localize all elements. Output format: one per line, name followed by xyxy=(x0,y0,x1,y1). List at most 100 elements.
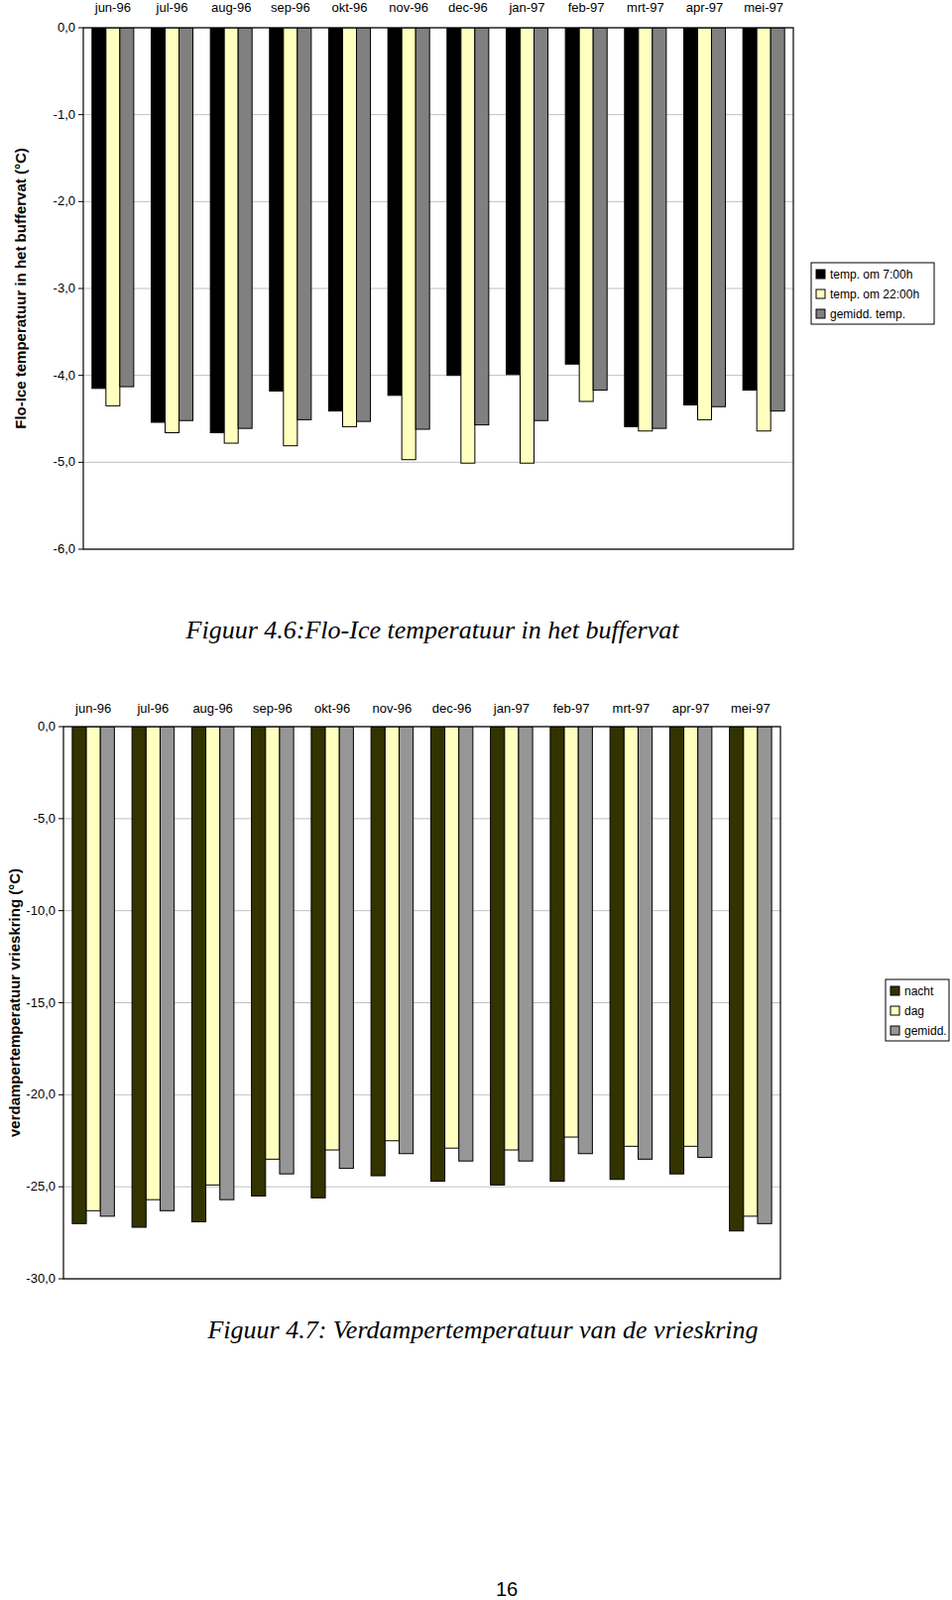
bar xyxy=(131,726,146,1228)
tick-mark xyxy=(58,1002,64,1004)
bar xyxy=(119,27,134,387)
bar xyxy=(100,726,115,1217)
tick-label: -3,0 xyxy=(53,280,76,296)
tick-mark xyxy=(58,818,64,820)
legend-label: dag xyxy=(904,1004,925,1019)
bar xyxy=(519,27,534,464)
tick-label: -20,0 xyxy=(25,1086,56,1102)
page-number: 16 xyxy=(495,1578,518,1600)
tick-mark xyxy=(78,114,84,116)
bar xyxy=(623,726,638,1147)
tick-mark xyxy=(78,288,84,290)
bar xyxy=(756,27,771,432)
category-label: nov-96 xyxy=(372,701,413,716)
bar xyxy=(504,726,519,1151)
category-label: okt-96 xyxy=(314,701,351,716)
legend-swatch xyxy=(816,309,826,319)
tick-mark xyxy=(78,462,84,464)
legend-label: temp. om 22:00h xyxy=(830,287,920,302)
bar xyxy=(86,726,101,1211)
legend-swatch xyxy=(816,289,826,299)
bar xyxy=(459,726,474,1162)
bar xyxy=(92,27,107,389)
bar xyxy=(565,27,580,364)
bar xyxy=(652,27,667,429)
bar xyxy=(265,726,280,1160)
bar xyxy=(384,726,399,1142)
category-label: jun-96 xyxy=(74,701,112,716)
bar xyxy=(401,27,416,461)
bar xyxy=(206,726,221,1186)
bar xyxy=(683,27,698,405)
legend: temp. om 7:00htemp. om 22:00hgemidd. tem… xyxy=(811,262,935,325)
category-label: jun-96 xyxy=(94,0,131,15)
bar xyxy=(325,726,340,1151)
bar xyxy=(279,726,294,1175)
bars xyxy=(72,726,772,1232)
bar xyxy=(106,27,120,406)
bar xyxy=(220,726,235,1200)
bar xyxy=(447,27,462,376)
category-label: feb-97 xyxy=(553,701,591,716)
bar xyxy=(534,27,549,421)
chart: 0,0-5,0-10,0-15,0-20,0-25,0-30,0jun-96ju… xyxy=(5,701,951,1345)
tick-label: -30,0 xyxy=(25,1271,56,1287)
tick-mark xyxy=(58,1094,64,1096)
tick-mark xyxy=(78,374,84,376)
category-label: dec-96 xyxy=(432,701,473,716)
legend-label: temp. om 7:00h xyxy=(830,267,913,282)
bar xyxy=(609,726,624,1181)
bar xyxy=(251,726,266,1196)
bar xyxy=(445,726,460,1149)
bar xyxy=(342,27,357,427)
category-label: mrt-97 xyxy=(612,701,651,716)
legend-box xyxy=(885,979,950,1042)
bar xyxy=(564,726,579,1138)
tick-label: -1,0 xyxy=(53,107,76,122)
tick-mark xyxy=(58,1187,64,1189)
legend-label: gemidd. xyxy=(904,1024,948,1039)
category-label: apr-97 xyxy=(686,0,724,15)
bar xyxy=(712,27,726,407)
category-label: aug-96 xyxy=(192,701,233,716)
bar xyxy=(743,726,758,1217)
bar xyxy=(398,726,413,1155)
bar xyxy=(624,27,639,427)
legend-box xyxy=(811,262,935,325)
plot-frame xyxy=(83,27,794,550)
tick-label: -4,0 xyxy=(53,367,76,383)
category-label: jan-97 xyxy=(507,0,545,15)
tick-label: -5,0 xyxy=(53,454,76,470)
y-axis-label: verdampertemperatuur vrieskring (°C) xyxy=(5,868,23,1138)
tick-label: -25,0 xyxy=(25,1179,56,1194)
bar xyxy=(191,726,206,1222)
bar xyxy=(269,27,284,391)
bar xyxy=(357,27,371,422)
bar xyxy=(550,726,565,1183)
page: 0,0-1,0-2,0-3,0-4,0-5,0-6,0jun-96jul-96a… xyxy=(0,0,952,1600)
category-label: aug-96 xyxy=(211,0,251,15)
bar xyxy=(238,27,252,429)
category-label: jul-96 xyxy=(135,701,169,716)
category-label: dec-96 xyxy=(448,0,488,15)
y-axis-label: Flo-Ice temperatuur in het buffervat (°C… xyxy=(11,147,29,430)
tick-mark xyxy=(78,27,84,29)
bar xyxy=(518,726,533,1162)
legend-swatch xyxy=(890,986,900,996)
legend-swatch xyxy=(890,1006,900,1016)
bar xyxy=(757,726,772,1224)
bar xyxy=(638,27,653,432)
bar xyxy=(72,726,87,1224)
plot-frame xyxy=(63,726,781,1280)
category-label: mei-97 xyxy=(730,701,771,716)
bar xyxy=(578,726,593,1155)
tick-label: -10,0 xyxy=(25,903,56,919)
grid-line xyxy=(83,462,794,464)
bar xyxy=(698,726,713,1158)
bar xyxy=(145,726,160,1200)
bar xyxy=(387,27,402,396)
category-label: sep-96 xyxy=(270,0,311,15)
tick-mark xyxy=(78,201,84,203)
category-label: mei-97 xyxy=(743,0,784,15)
bar xyxy=(490,726,505,1186)
